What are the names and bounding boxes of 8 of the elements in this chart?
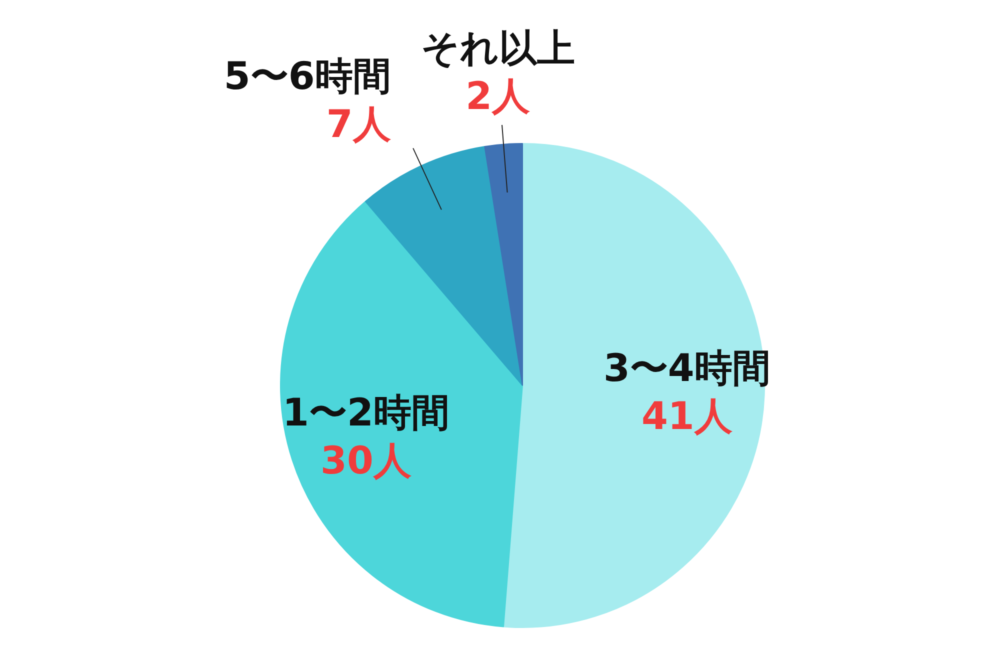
data-label: 7人 [326, 102, 391, 146]
slice-label: それ以上 [420, 26, 575, 70]
data-label: 41人 [641, 394, 732, 438]
data-label: 30人 [320, 438, 412, 482]
slice-label: 3〜4時間 [603, 346, 770, 390]
slice-label: 5〜6時間 [224, 54, 391, 98]
slice-label: 1〜2時間 [282, 390, 450, 434]
data-label: 2人 [466, 74, 530, 118]
